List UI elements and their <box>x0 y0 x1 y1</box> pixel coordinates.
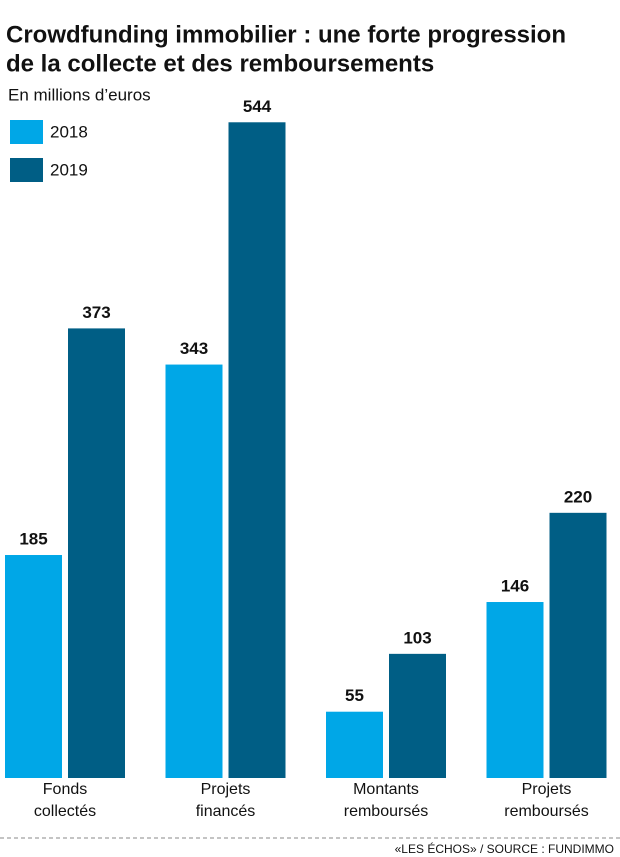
bar <box>5 555 62 778</box>
value-label: 146 <box>501 577 529 596</box>
value-label: 373 <box>82 303 110 322</box>
bar <box>549 512 607 778</box>
legend-label: 2018 <box>50 122 88 141</box>
value-label: 343 <box>180 339 208 358</box>
bar <box>228 122 286 779</box>
subtitle: En millions d’euros <box>8 85 151 104</box>
legend-swatch <box>10 120 43 144</box>
bar <box>68 328 125 778</box>
x-tick-label: Fonds collectés <box>34 781 96 820</box>
value-label: 103 <box>403 628 431 647</box>
value-label: 544 <box>243 97 272 116</box>
x-tick-label: Projets financés <box>196 781 256 820</box>
value-label: 185 <box>19 529 47 548</box>
x-tick-label: Projets remboursés <box>504 781 588 820</box>
x-tick-label: Montants remboursés <box>344 781 428 820</box>
bar <box>165 364 223 778</box>
value-label: 55 <box>345 686 364 705</box>
legend-swatch <box>10 158 43 182</box>
legend-label: 2019 <box>50 160 88 179</box>
chart-title: Crowdfunding immobilier : une forte prog… <box>6 21 566 48</box>
bar <box>389 653 446 778</box>
bar <box>486 602 544 778</box>
source: «LES ÉCHOS» / SOURCE : FUNDIMMO <box>395 841 614 856</box>
chart-title-line2: de la collecte et des remboursements <box>6 50 434 77</box>
value-label: 220 <box>564 487 592 506</box>
bar <box>326 711 383 778</box>
